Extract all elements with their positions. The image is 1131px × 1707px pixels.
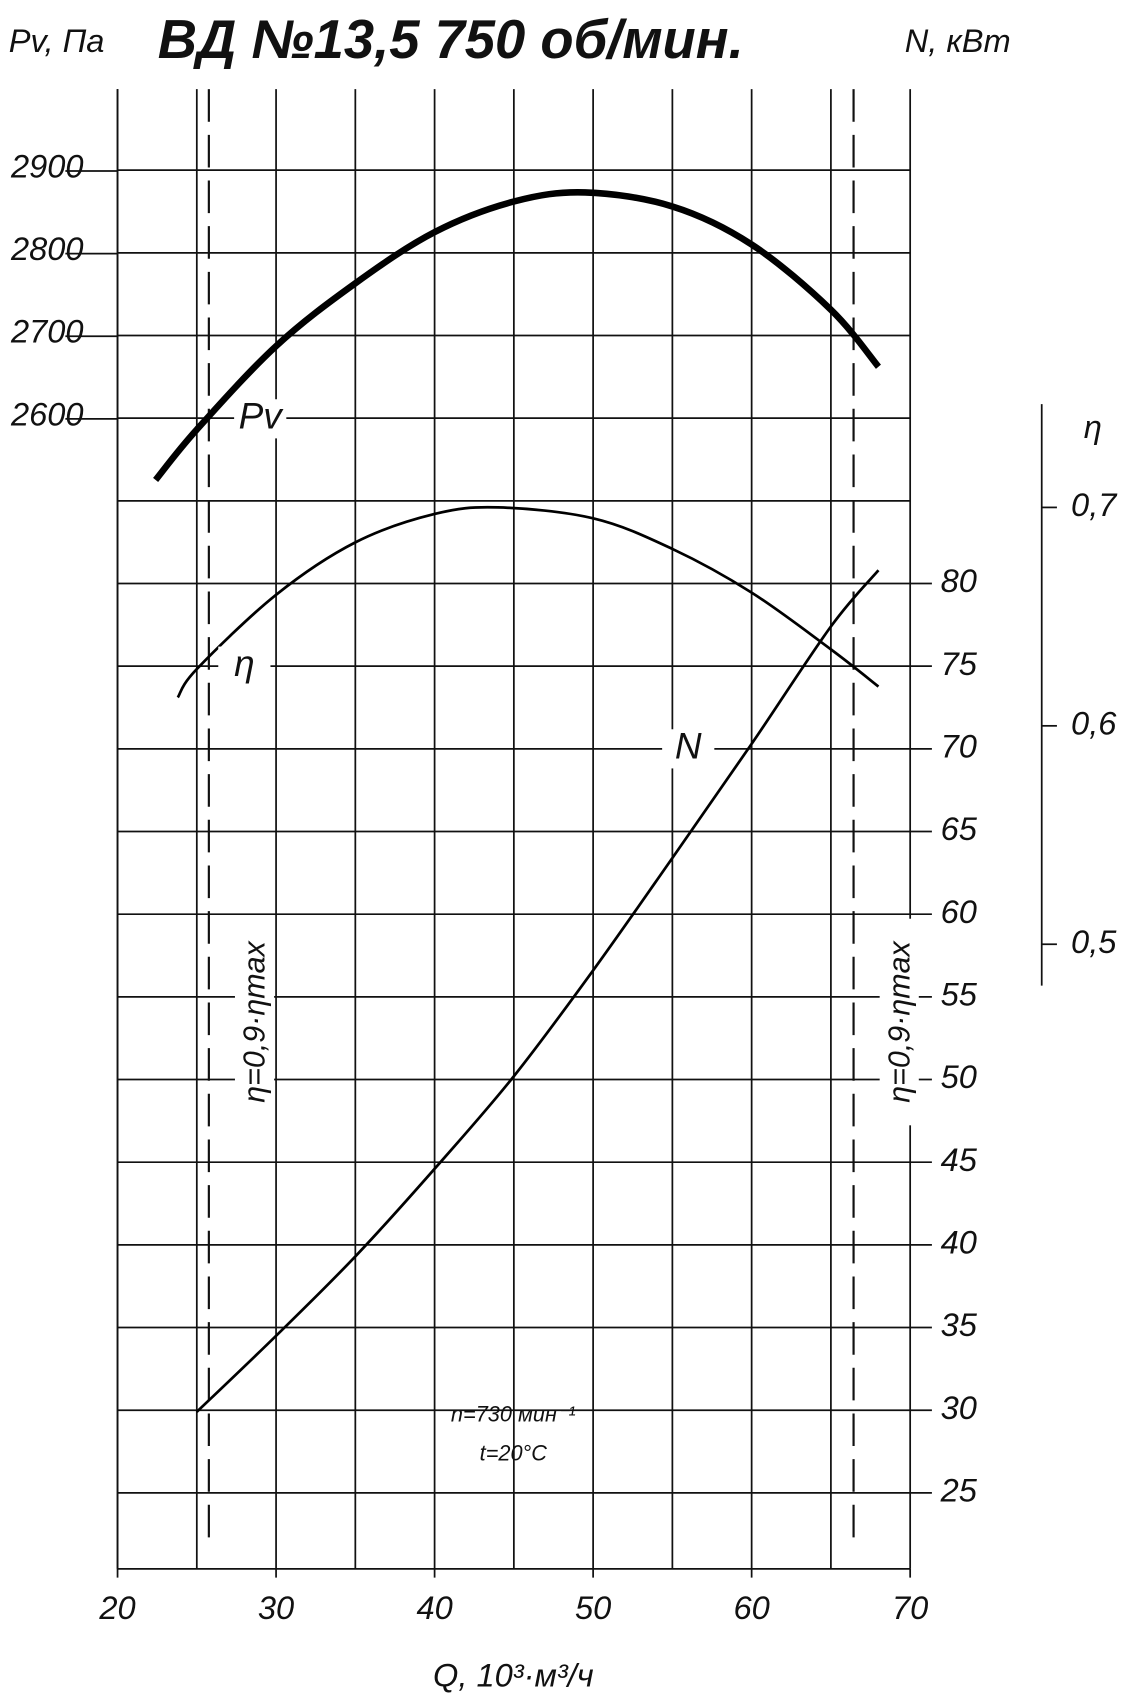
series-label: N — [675, 726, 702, 767]
y2-tick-label: 30 — [941, 1389, 977, 1426]
y-tick-label: 2600 — [10, 395, 84, 432]
y-tick-label: 2700 — [10, 313, 84, 350]
label-bg — [662, 729, 715, 769]
y3-axis-label: η — [1084, 408, 1102, 445]
y2-tick-label: 65 — [941, 810, 978, 847]
y3-tick-label: 0,6 — [1071, 704, 1117, 741]
label-bg — [879, 918, 919, 1126]
y3-tick-label: 0,7 — [1071, 486, 1118, 523]
x-tick-label: 60 — [733, 1589, 769, 1626]
curve — [195, 569, 880, 1413]
y2-tick-label: 50 — [941, 1058, 977, 1095]
boundary-label: η=0,9·ηmax — [238, 939, 272, 1102]
label-bg — [218, 646, 271, 686]
y2-tick-label: 55 — [941, 975, 978, 1012]
y-tick-label: 2800 — [10, 230, 84, 267]
label-bg — [234, 399, 287, 439]
y-tick-label: 2900 — [10, 147, 84, 184]
y2-tick-label: 80 — [941, 562, 977, 599]
y2-axis-label: N, кВт — [905, 22, 1011, 59]
y2-tick-label: 25 — [940, 1471, 978, 1508]
y2-tick-label: 70 — [941, 727, 977, 764]
x-axis-label: Q, 10³·м³/ч — [433, 1656, 594, 1693]
boundary-label: η=0,9·ηmax — [882, 939, 916, 1102]
curve — [153, 189, 881, 483]
chart-title: ВД №13,5 750 об/мин. — [158, 9, 744, 70]
y2-tick-label: 60 — [941, 893, 977, 930]
y2-tick-label: 75 — [941, 645, 978, 682]
x-tick-label: 30 — [258, 1589, 294, 1626]
x-tick-label: 50 — [575, 1589, 611, 1626]
x-tick-label: 40 — [416, 1589, 452, 1626]
series-label: Pv — [239, 396, 285, 437]
label-bg — [234, 918, 275, 1126]
curve — [176, 505, 880, 699]
y2-tick-label: 40 — [941, 1223, 977, 1260]
x-tick-label: 70 — [892, 1589, 928, 1626]
y2-tick-label: 35 — [941, 1306, 978, 1343]
y3-tick-label: 0,5 — [1071, 923, 1117, 960]
y-axis-label: Pv, Па — [9, 22, 105, 59]
series-label: η — [234, 643, 255, 684]
x-tick-label: 20 — [98, 1589, 135, 1626]
y2-tick-label: 45 — [941, 1141, 978, 1178]
